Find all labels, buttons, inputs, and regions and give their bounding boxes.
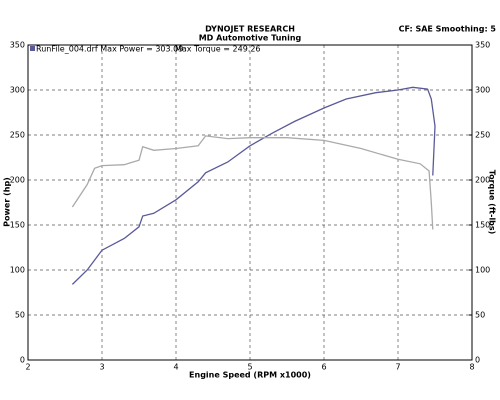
chart-title: DYNOJET RESEARCH bbox=[205, 25, 295, 34]
x-tick-label: 5 bbox=[247, 363, 252, 372]
x-tick-label: 2 bbox=[25, 363, 30, 372]
y2-tick-label: 350 bbox=[475, 41, 490, 50]
x-tick-label: 7 bbox=[395, 363, 400, 372]
legend-swatch bbox=[30, 46, 35, 51]
y-tick-label: 250 bbox=[10, 131, 25, 140]
y-tick-label: 350 bbox=[10, 41, 25, 50]
x-tick-label: 6 bbox=[321, 363, 326, 372]
x-tick-label: 8 bbox=[469, 363, 474, 372]
y-tick-label: 0 bbox=[20, 356, 25, 365]
y2-tick-label: 0 bbox=[475, 356, 480, 365]
y2-tick-label: 250 bbox=[475, 131, 490, 140]
y-tick-label: 100 bbox=[10, 266, 25, 275]
y2-axis-label: Torque (ft-lbs) bbox=[488, 170, 497, 235]
y-tick-label: 50 bbox=[15, 311, 25, 320]
series-line bbox=[71, 86, 436, 285]
legend-entry: RunFile_004.drf Max Power = 303.09 bbox=[36, 45, 183, 54]
y2-tick-label: 150 bbox=[475, 221, 490, 230]
series-line bbox=[71, 135, 434, 230]
plot-border bbox=[27, 44, 473, 361]
chart-subtitle: MD Automotive Tuning bbox=[199, 34, 302, 43]
y2-tick-label: 50 bbox=[475, 311, 485, 320]
y2-tick-label: 200 bbox=[475, 176, 490, 185]
legend-entry: Max Torque = 249.26 bbox=[175, 45, 261, 54]
x-tick-label: 3 bbox=[99, 363, 104, 372]
y-tick-label: 300 bbox=[10, 86, 25, 95]
y-tick-label: 200 bbox=[10, 176, 25, 185]
x-axis-label: Engine Speed (RPM x1000) bbox=[189, 371, 311, 380]
y-axis-label: Power (hp) bbox=[3, 177, 12, 227]
y2-tick-label: 300 bbox=[475, 86, 490, 95]
y-tick-label: 150 bbox=[10, 221, 25, 230]
y2-tick-label: 100 bbox=[475, 266, 490, 275]
settings-label: CF: SAE Smoothing: 5 bbox=[399, 25, 497, 34]
x-tick-label: 4 bbox=[173, 363, 178, 372]
